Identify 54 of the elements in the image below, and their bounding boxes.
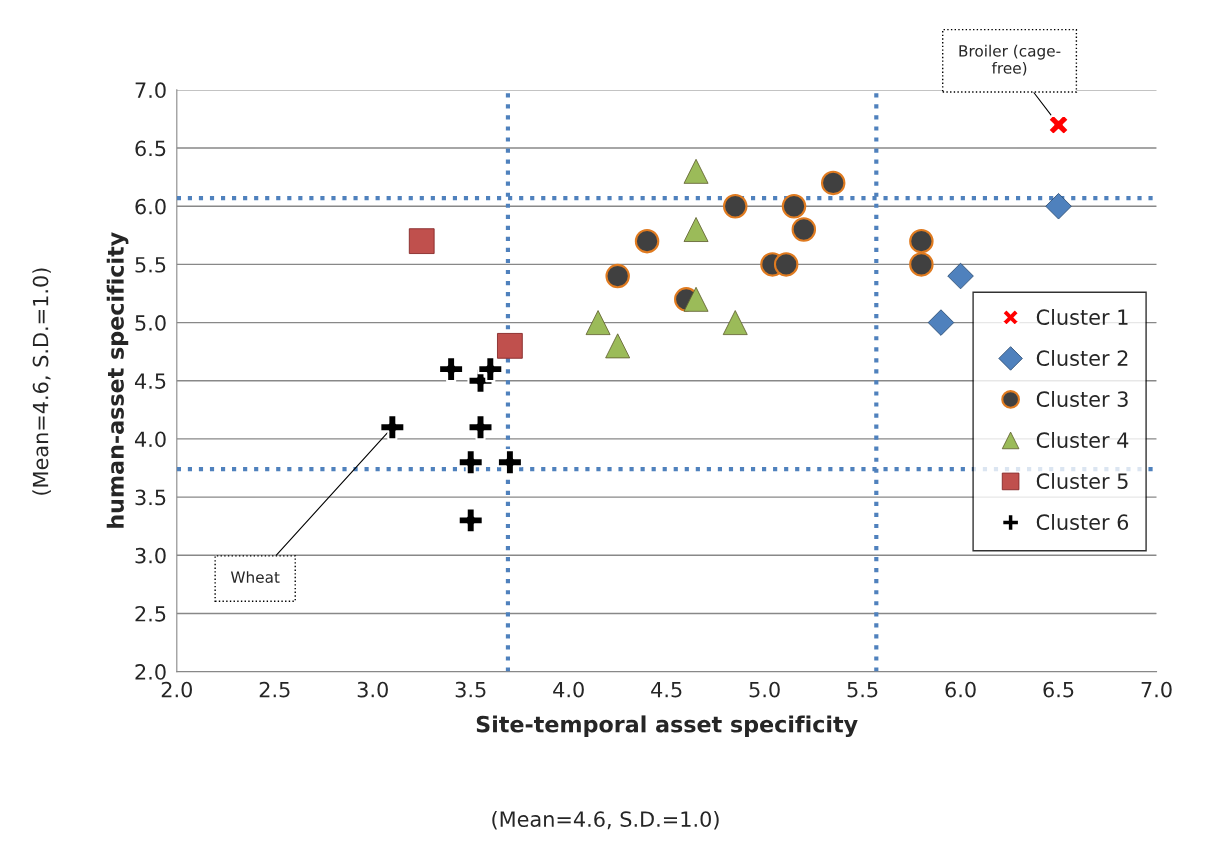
x-tick-label: 7.0 [1141, 681, 1172, 698]
x-tick-label: 4.0 [553, 681, 584, 698]
point [438, 356, 465, 383]
point [457, 507, 484, 534]
x-tick-label: 3.5 [455, 681, 486, 698]
point [605, 333, 631, 359]
point [820, 170, 846, 196]
y-tick-label: 6.5 [135, 140, 166, 157]
annotation: Broiler (cage- free) [959, 44, 1061, 76]
legend-label: Cluster 1 [1036, 308, 1128, 326]
legend-label: Cluster 5 [1036, 472, 1128, 490]
point [723, 194, 748, 219]
x-tick-label: 6.5 [1043, 681, 1074, 698]
y-tick-label: 2.5 [135, 605, 166, 622]
legend-label: Cluster 6 [1036, 513, 1129, 531]
x-tick-label: 2.5 [259, 681, 290, 698]
y-tick-label: 5.0 [135, 315, 166, 331]
y-tick-label: 7.0 [135, 82, 166, 99]
point [909, 228, 934, 254]
x-tick-label: 3.0 [357, 681, 388, 698]
point [379, 414, 406, 441]
y-tick-label: 4.0 [134, 431, 166, 448]
text: (Mean=4.6, S.D.=1.0) [492, 810, 719, 830]
point [791, 217, 817, 242]
x-tick-label: 5.0 [749, 681, 780, 698]
y-tick-label: 4.5 [134, 373, 166, 389]
point [909, 252, 934, 277]
x-tick-label: 6.0 [945, 681, 976, 698]
x-axis-title: Site-temporal asset specificity [476, 715, 858, 738]
point [1047, 113, 1070, 137]
x-tick-label: 4.5 [651, 681, 682, 698]
point [457, 449, 484, 476]
point [781, 194, 807, 219]
point [634, 228, 660, 254]
point [605, 263, 630, 289]
point [773, 252, 799, 277]
annotation: Wheat [230, 571, 280, 583]
legend-label: Cluster 4 [1036, 431, 1129, 449]
y-tick-label: 2.0 [135, 664, 166, 680]
point [467, 414, 494, 441]
point [497, 333, 523, 359]
y-tick-label: 6.0 [135, 198, 166, 215]
point [477, 356, 504, 383]
y-axis-title: human-asset specificity [106, 232, 129, 528]
legend-label: Cluster 2 [1036, 349, 1128, 367]
y-tick-label: 3.5 [135, 489, 166, 506]
point [496, 449, 523, 476]
y-tick-label: 3.0 [135, 547, 166, 564]
text: (Mean=4.6, S.D.=1.0) [32, 268, 51, 495]
legend-label: Cluster 3 [1036, 390, 1128, 408]
x-tick-label: 5.5 [847, 681, 878, 698]
y-tick-label: 5.5 [135, 257, 166, 273]
point [1045, 193, 1072, 220]
x-tick-label: 2.0 [161, 681, 192, 698]
